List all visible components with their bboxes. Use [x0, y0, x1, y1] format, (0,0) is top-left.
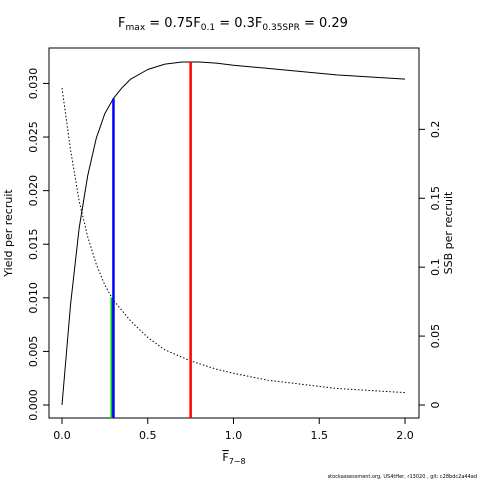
title-term-symbol: F: [255, 16, 262, 31]
plot-frame: [48, 47, 420, 419]
chart-title: Fmax = 0.75F0.1 = 0.3F0.35SPR = 0.29: [118, 16, 348, 33]
y-left-tick-label: 0.000: [27, 389, 40, 421]
reference-lines: [110, 62, 192, 418]
footer-note: stockassessment.org, US4tHer, r13020 , g…: [328, 474, 477, 480]
y-left-tick-label: 0.030: [27, 68, 40, 100]
y-right-tick-label: 0.1: [429, 258, 442, 276]
y-left-tick-label: 0.005: [27, 336, 40, 368]
y-right-tick-label: 0.15: [429, 186, 442, 211]
y-left-axis-title: Yield per recruit: [2, 189, 15, 278]
x-tick-label: 2.0: [396, 429, 414, 442]
ssb-per-recruit-line: [61, 87, 406, 394]
series-layer: [61, 61, 406, 406]
title-term-symbol: F: [193, 16, 200, 31]
y-left-tick-label: 0.025: [27, 121, 40, 153]
title-term-symbol: F: [118, 16, 125, 31]
y-left-tick-label: 0.015: [27, 228, 40, 260]
x-tick-label: 1.0: [225, 429, 243, 442]
y-right-tick-label: 0.2: [429, 121, 442, 139]
title-term-subscript: max: [126, 23, 146, 33]
y-right-axis-title: SSB per recruit: [442, 191, 455, 274]
title-term-value: = 0.3: [215, 16, 255, 31]
yield-per-recruit-line: [61, 61, 406, 406]
title-term-subscript: 0.35SPR: [262, 23, 299, 33]
x-axis: 0.0 0.5 1.0 1.5 2.0: [53, 418, 414, 442]
y-right-tick-label: 0.05: [429, 324, 442, 349]
x-title-symbol: F: [222, 451, 228, 464]
x-axis-title: F7−8: [222, 451, 245, 466]
title-term-subscript: 0.1: [201, 23, 215, 33]
y-right-tick-label: 0: [429, 402, 442, 409]
x-tick-label: 0.0: [53, 429, 71, 442]
x-tick-label: 1.5: [311, 429, 329, 442]
title-term-value: = 0.75: [145, 16, 193, 31]
x-title-subscript: 7−8: [229, 457, 246, 466]
y-left-axis: 0.000 0.005 0.010 0.015 0.020 0.025 0.030: [27, 68, 49, 421]
y-left-tick-label: 0.010: [27, 282, 40, 314]
x-tick-label: 0.5: [139, 429, 157, 442]
title-term-value: = 0.29: [300, 16, 348, 31]
y-left-tick-label: 0.020: [27, 175, 40, 207]
y-right-axis: 0 0.05 0.1 0.15 0.2: [419, 121, 442, 409]
